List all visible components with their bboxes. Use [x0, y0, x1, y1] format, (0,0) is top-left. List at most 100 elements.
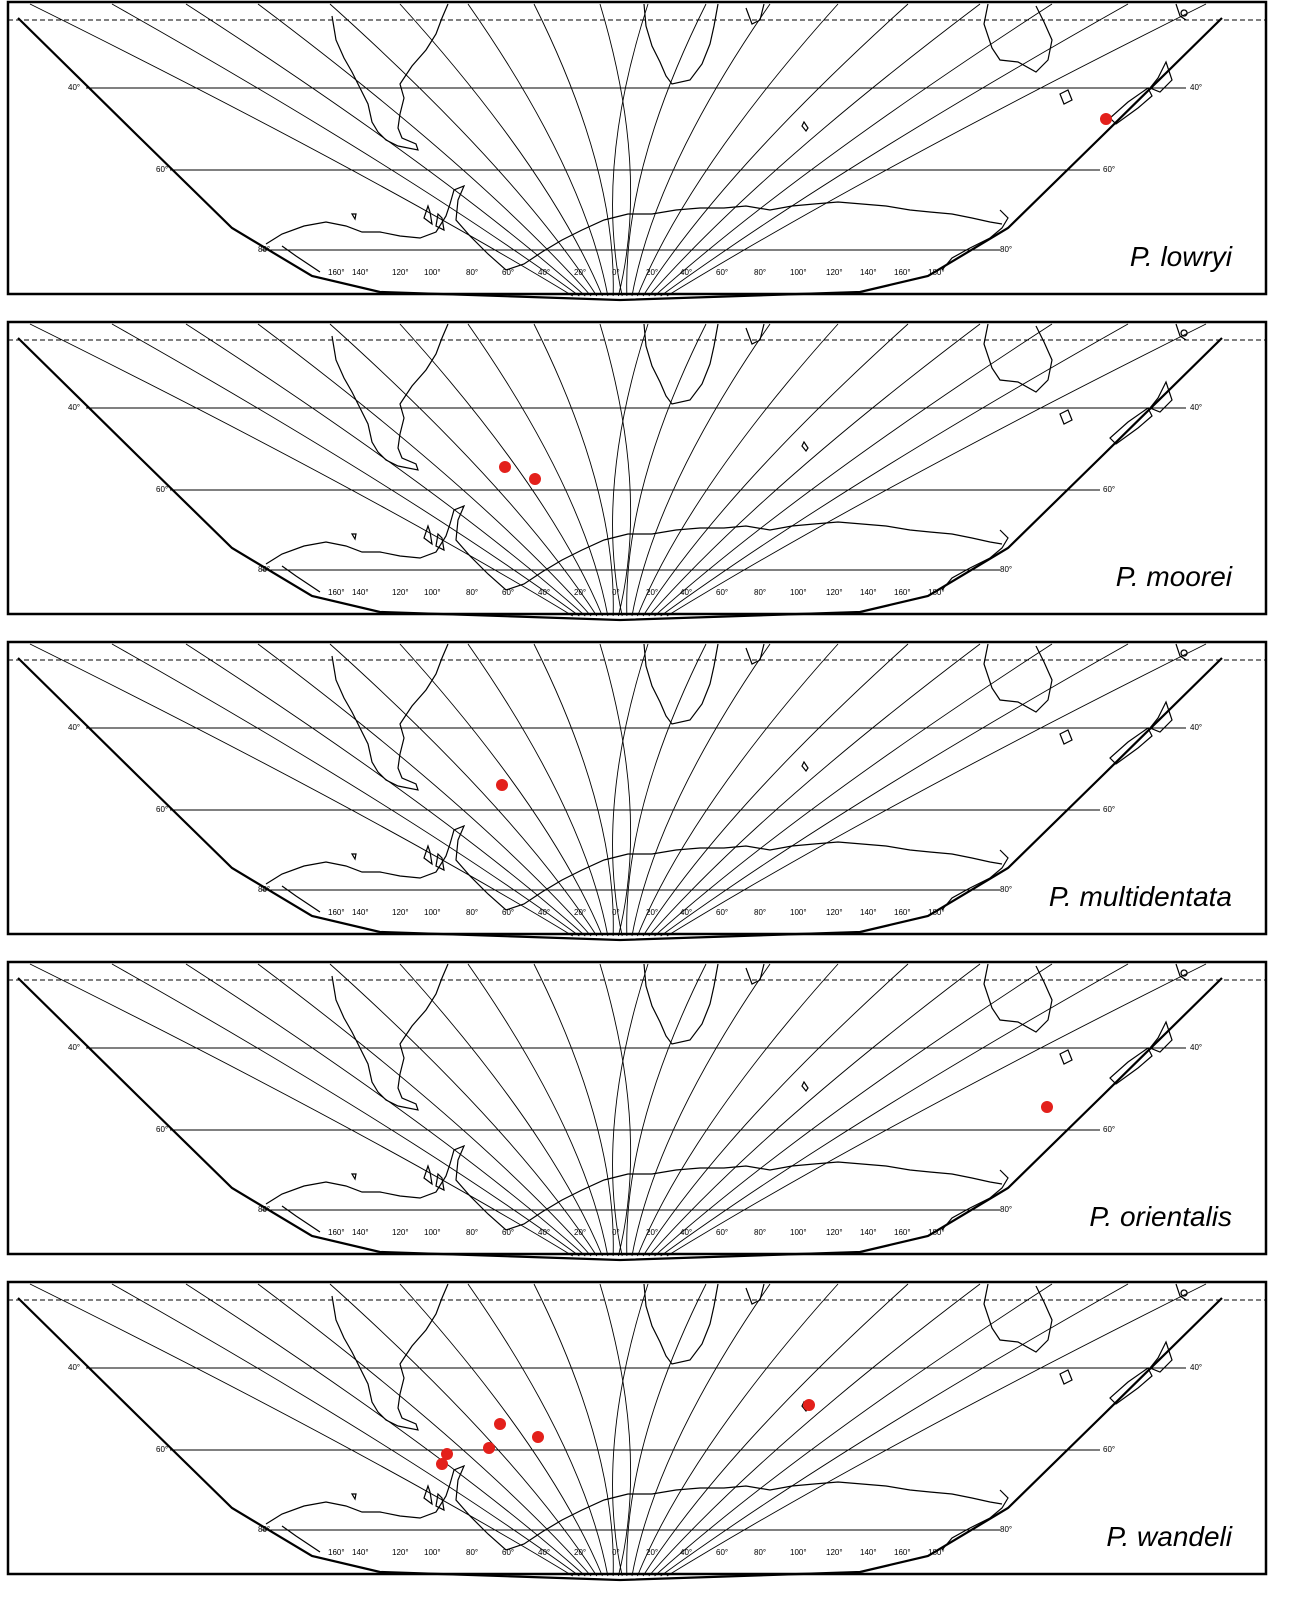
coastline — [265, 184, 1003, 271]
meridian-line — [626, 963, 707, 1257]
meridian-label: 40° — [538, 588, 550, 597]
meridian-label: 0° — [612, 1548, 620, 1557]
meridian-line — [111, 963, 580, 1257]
meridian-label: 120° — [826, 588, 843, 597]
map-frame — [6, 0, 1268, 296]
meridian-line — [648, 323, 981, 617]
parallel-label: 40° — [1190, 1363, 1202, 1372]
coastline — [350, 853, 357, 861]
meridian-line — [666, 643, 1207, 937]
species-name: P. wandeli — [1106, 1521, 1232, 1552]
distribution-map-panel: 40° 40° 60° 60° 80° 80° 160° 140° 120° 100° 80° 60°… — [0, 320, 1293, 640]
meridian-line — [257, 643, 592, 937]
meridian-label: 100° — [424, 268, 441, 277]
coastline — [1180, 649, 1188, 657]
meridian-label: 20° — [646, 268, 658, 277]
coastline — [350, 1493, 357, 1501]
meridian-label: 20° — [646, 1548, 658, 1557]
meridian-label: 20° — [574, 908, 586, 917]
meridian-line — [111, 643, 580, 937]
record-dot: Weddell Sea — [532, 1431, 544, 1443]
meridian-label: 20° — [574, 268, 586, 277]
record-dot: South Atlantic B — [529, 473, 541, 485]
meridian-label: 160° — [328, 1228, 345, 1237]
parallel-label: 40° — [68, 83, 80, 92]
coastline — [265, 1464, 1003, 1551]
meridian-label: 120° — [392, 268, 409, 277]
meridian-label: 100° — [790, 588, 807, 597]
parallel-label: 80° — [1000, 245, 1012, 254]
meridian-line — [399, 963, 603, 1257]
meridian-line — [637, 963, 839, 1257]
meridian-label: 0° — [612, 1228, 620, 1237]
parallel-label: 80° — [1000, 885, 1012, 894]
projection-boundary — [17, 977, 1223, 1262]
coastline — [1059, 409, 1073, 425]
meridian-label: 140° — [860, 908, 877, 917]
meridian-line — [29, 3, 574, 297]
coastline — [281, 885, 321, 913]
meridian-line — [399, 3, 603, 297]
meridian-label: 80° — [754, 1228, 766, 1237]
coastline — [983, 3, 1053, 73]
coastline — [1180, 9, 1188, 17]
meridian-label: 80° — [754, 268, 766, 277]
meridian-label: 180° — [928, 1548, 945, 1557]
meridian-label: 60° — [716, 908, 728, 917]
meridian-label: 160° — [894, 1228, 911, 1237]
distribution-map-panel: 40° 40° 60° 60° 80° 80° 160° 140° 120° 100° 80° 60°… — [0, 1280, 1293, 1600]
meridian-line — [257, 1283, 592, 1577]
species-name: P. multidentata — [1049, 881, 1232, 912]
coastline — [1175, 963, 1187, 981]
meridian-line — [612, 323, 649, 617]
meridian-line — [648, 3, 981, 297]
coastline — [941, 1489, 1009, 1551]
meridian-line — [467, 323, 609, 617]
meridian-line — [654, 643, 1053, 937]
meridian-label: 0° — [612, 908, 620, 917]
meridian-label: 80° — [754, 588, 766, 597]
meridian-line — [631, 3, 771, 297]
coastline — [281, 1205, 321, 1233]
meridian-label: 20° — [574, 588, 586, 597]
parallel-label: 80° — [258, 245, 270, 254]
record-dot: New Zealand — [1100, 113, 1112, 125]
meridian-label: 20° — [646, 1228, 658, 1237]
meridian-label: 140° — [352, 268, 369, 277]
coastline — [265, 824, 1003, 911]
meridian-line — [599, 3, 632, 297]
coastline — [281, 565, 321, 593]
meridian-line — [533, 323, 614, 617]
parallel-label: 60° — [1103, 1445, 1115, 1454]
meridian-line — [612, 963, 649, 1257]
projection-boundary — [17, 17, 1223, 302]
meridian-line — [631, 643, 771, 937]
coastline — [1175, 1283, 1187, 1301]
coastline — [1175, 323, 1187, 341]
coastline — [983, 323, 1053, 393]
coastline — [350, 533, 357, 541]
meridian-label: 100° — [424, 1548, 441, 1557]
meridian-line — [626, 323, 707, 617]
meridian-line — [329, 3, 598, 297]
meridian-label: 20° — [646, 908, 658, 917]
parallel-label: 80° — [258, 1205, 270, 1214]
coastline — [1149, 1020, 1173, 1053]
coastline — [643, 3, 719, 85]
coastline — [1149, 60, 1173, 93]
meridian-label: 140° — [860, 268, 877, 277]
meridian-label: 0° — [612, 588, 620, 597]
meridian-label: 100° — [790, 268, 807, 277]
coastline — [983, 1283, 1053, 1353]
meridian-label: 140° — [352, 588, 369, 597]
parallel-label: 80° — [258, 565, 270, 574]
distribution-map: 40° 40° 60° 60° 80° 80° 160° 140° 120° 100° 80° 60°… — [6, 1280, 1268, 1582]
meridian-label: 0° — [612, 268, 620, 277]
coastline — [1109, 1047, 1153, 1085]
map-frame — [6, 1280, 1268, 1576]
projection-boundary — [17, 337, 1223, 622]
meridian-label: 60° — [502, 1548, 514, 1557]
meridian-label: 180° — [928, 1228, 945, 1237]
meridian-label: 60° — [716, 1228, 728, 1237]
coastline — [423, 204, 433, 226]
